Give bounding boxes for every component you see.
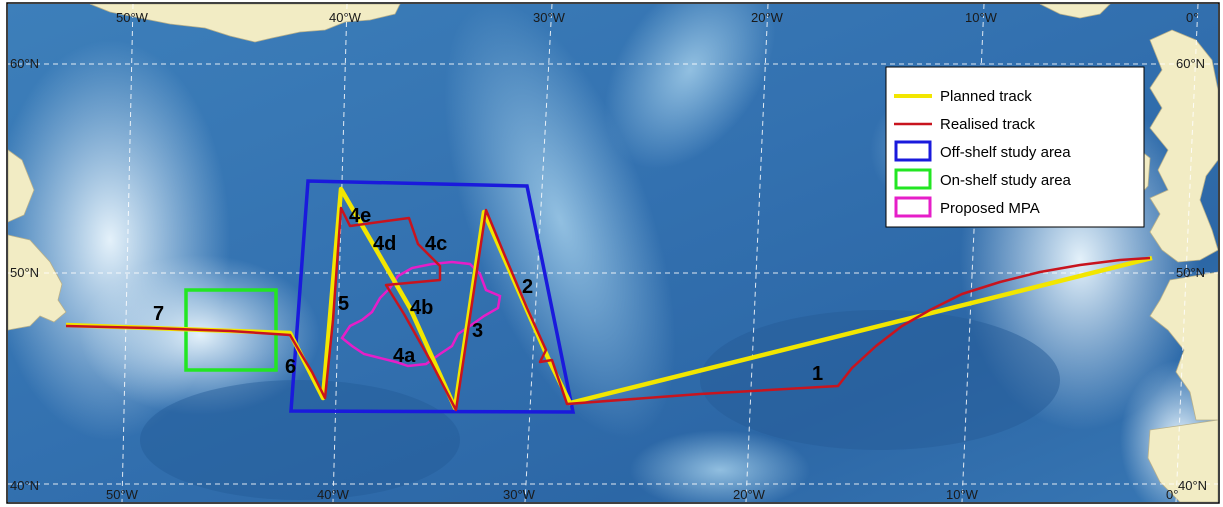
off-shelf-study-area <box>289 179 576 414</box>
labrador-land <box>8 149 35 223</box>
lon-label-bottom: 0° <box>1166 487 1178 502</box>
legend-item-planned-track: Planned track <box>894 88 1032 105</box>
newfoundland-land <box>8 234 67 331</box>
segment-label: 3 <box>472 320 483 342</box>
lat-labels-left: 60°N 50°N 40°N <box>10 56 39 493</box>
basin-deep-east <box>700 310 1060 450</box>
greenland-land <box>89 4 401 43</box>
segment-label: 6 <box>285 356 296 378</box>
legend-label: Planned track <box>940 88 1032 105</box>
legend-item-mpa: Proposed MPA <box>894 196 1040 218</box>
lat-label-right: 40°N <box>1178 478 1207 493</box>
map-legend: Planned track Realised track Off-shelf s… <box>885 66 1145 228</box>
proposed-mpa-outline <box>340 260 502 368</box>
lon-labels-top: 50°W 40°W 30°W 20°W 10°W 0° <box>116 10 1198 25</box>
segment-label: 7 <box>153 303 164 325</box>
legend-item-off-shelf: Off-shelf study area <box>894 140 1071 162</box>
legend-label: Proposed MPA <box>940 200 1040 217</box>
legend-item-on-shelf: On-shelf study area <box>894 168 1072 190</box>
grand-banks-shallow <box>80 255 320 415</box>
legend-item-realised-track: Realised track <box>894 116 1036 133</box>
lat-labels-right: 60°N 50°N 40°N <box>1176 56 1207 493</box>
mid-atlantic-ridge <box>444 4 676 439</box>
reykjanes-ridge <box>604 4 776 169</box>
lon-label-top: 0° <box>1186 10 1198 25</box>
lon-label-bottom: 40°W <box>317 487 350 502</box>
lon-label-top: 40°W <box>329 10 362 25</box>
lon-label-top: 50°W <box>116 10 149 25</box>
azores-plateau <box>630 430 810 502</box>
segment-label: 4d <box>373 233 396 255</box>
lat-label-left: 50°N <box>10 265 39 280</box>
scotland-land <box>1149 29 1218 263</box>
iceland-land <box>1039 4 1111 19</box>
segment-label: 1 <box>812 363 823 385</box>
lat-label-left: 40°N <box>10 478 39 493</box>
graticule <box>8 4 1218 502</box>
realised-track-line <box>65 206 1151 412</box>
france-land <box>1149 271 1218 421</box>
lat-label-right: 50°N <box>1176 265 1205 280</box>
lon-label-top: 10°W <box>965 10 998 25</box>
lat-label-right: 60°N <box>1176 56 1205 71</box>
legend-box-swatch <box>894 168 932 190</box>
iberia-land <box>1147 419 1218 502</box>
lon-label-top: 30°W <box>533 10 566 25</box>
lon-labels-bottom: 50°W 40°W 30°W 20°W 10°W 0° <box>106 487 1178 502</box>
legend-box-swatch <box>894 196 932 218</box>
lon-label-bottom: 30°W <box>503 487 536 502</box>
segment-label: 4a <box>393 345 416 367</box>
legend-label: Realised track <box>940 116 1036 133</box>
legend-box-swatch <box>894 140 932 162</box>
legend-label: On-shelf study area <box>940 172 1072 189</box>
lon-label-bottom: 20°W <box>733 487 766 502</box>
segment-label: 2 <box>522 276 533 298</box>
segment-label: 4e <box>349 205 371 227</box>
legend-label: Off-shelf study area <box>940 144 1071 161</box>
segment-label: 4b <box>410 297 433 319</box>
lon-label-bottom: 10°W <box>946 487 979 502</box>
lon-label-bottom: 50°W <box>106 487 139 502</box>
basin-deep-west <box>140 380 460 500</box>
lon-label-top: 20°W <box>751 10 784 25</box>
map-border <box>6 2 1220 504</box>
lat-label-left: 60°N <box>10 56 39 71</box>
segment-labels: 1 2 3 4a 4b 4c 4d 4e 5 6 7 <box>153 205 823 385</box>
segment-label: 4c <box>425 233 447 255</box>
segment-label: 5 <box>338 293 349 315</box>
